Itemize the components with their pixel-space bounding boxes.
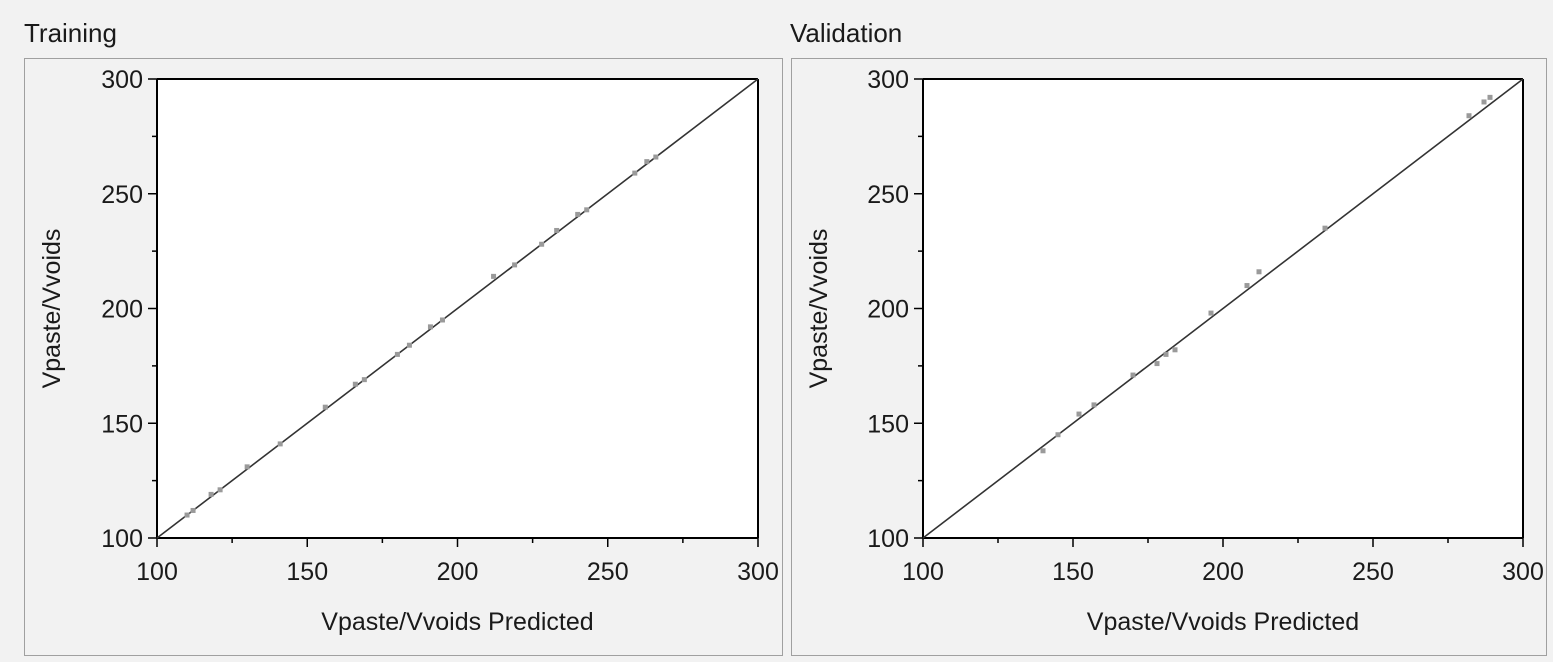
data-point [184,512,190,518]
data-point [439,317,445,323]
data-point [584,207,590,213]
data-point [632,170,638,176]
validation-scatter-chart: 100 150 200 250 300 100 150 200 250 300 Vpaste/Vvo… [805,66,1544,636]
x-tick-label: 100 [902,558,944,586]
data-point [554,227,560,233]
data-point [427,324,433,330]
data-point [1172,347,1178,353]
x-tick-label: 300 [1502,558,1544,586]
y-tick-label: 300 [101,66,143,94]
data-point [1244,283,1250,289]
y-tick-label: 200 [101,296,143,324]
data-point [653,154,659,160]
data-point [1154,361,1160,367]
x-axis-label: Vpaste/Vvoids Predicted [1087,608,1359,636]
y-axis-label: Vpaste/Vvoids [38,229,66,389]
data-point [1256,269,1262,275]
x-tick-label: 250 [587,558,629,586]
data-point [406,342,412,348]
data-point [1208,310,1214,316]
x-tick-label: 250 [1352,558,1394,586]
data-point [1040,448,1046,454]
validation-panel-title: Validation [790,18,903,48]
data-point [1481,99,1487,105]
data-point [1322,225,1328,231]
y-tick-label: 100 [867,525,909,553]
data-point [352,381,358,387]
data-point [208,491,214,497]
data-point [277,441,283,447]
data-point [512,262,518,268]
validation-plot-frame: 100 150 200 250 300 100 150 200 250 300 Vpaste/Vvo… [791,58,1547,656]
training-scatter-chart: 100 150 200 250 300 100 150 200 250 300 Vpaste/Vvo… [38,66,779,636]
x-tick-label: 200 [1202,558,1244,586]
x-tick-label: 300 [737,558,779,586]
data-point [217,487,223,493]
data-point [361,377,367,383]
data-point [322,404,328,410]
x-tick-label: 100 [136,558,178,586]
y-tick-label: 200 [867,296,909,324]
data-point [190,507,196,513]
y-tick-label: 150 [867,410,909,438]
x-tick-label: 150 [286,558,328,586]
data-point [1091,402,1097,408]
y-tick-label: 250 [867,181,909,209]
y-tick-label: 250 [101,181,143,209]
x-tick-label: 200 [437,558,479,586]
y-axis-label: Vpaste/Vvoids [805,229,833,389]
data-point [1055,432,1061,438]
training-plot-frame: 100 150 200 250 300 100 150 200 250 300 Vpaste/Vvo… [24,58,783,656]
identity-reference-line [922,78,1524,539]
data-point [1130,372,1136,378]
data-point [1076,411,1082,417]
data-point [394,351,400,357]
data-point [1163,351,1169,357]
y-tick-label: 150 [101,410,143,438]
data-point [575,211,581,217]
y-tick-label: 100 [101,525,143,553]
data-point [1487,94,1493,100]
data-point [491,273,497,279]
y-tick-label: 300 [867,66,909,94]
data-point [539,241,545,247]
data-point [644,159,650,165]
data-point [1466,113,1472,119]
training-panel-title: Training [24,18,117,48]
x-tick-label: 150 [1052,558,1094,586]
data-point [244,464,250,470]
x-axis-label: Vpaste/Vvoids Predicted [321,608,593,636]
